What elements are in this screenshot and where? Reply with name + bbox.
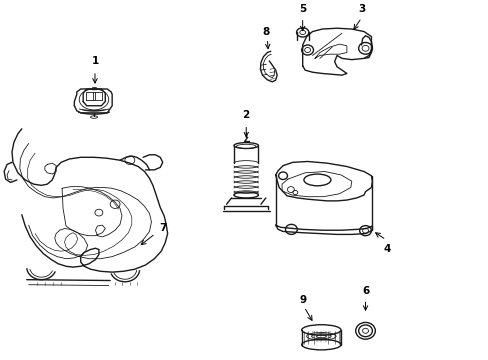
Text: 4: 4 (383, 244, 390, 254)
Text: 8: 8 (262, 27, 269, 37)
Text: 2: 2 (242, 111, 249, 120)
Text: 9: 9 (299, 295, 305, 305)
Text: 1: 1 (91, 56, 99, 66)
Text: 6: 6 (361, 287, 368, 296)
Text: 3: 3 (357, 4, 365, 14)
Text: 7: 7 (159, 223, 166, 233)
Text: 5: 5 (299, 4, 305, 14)
